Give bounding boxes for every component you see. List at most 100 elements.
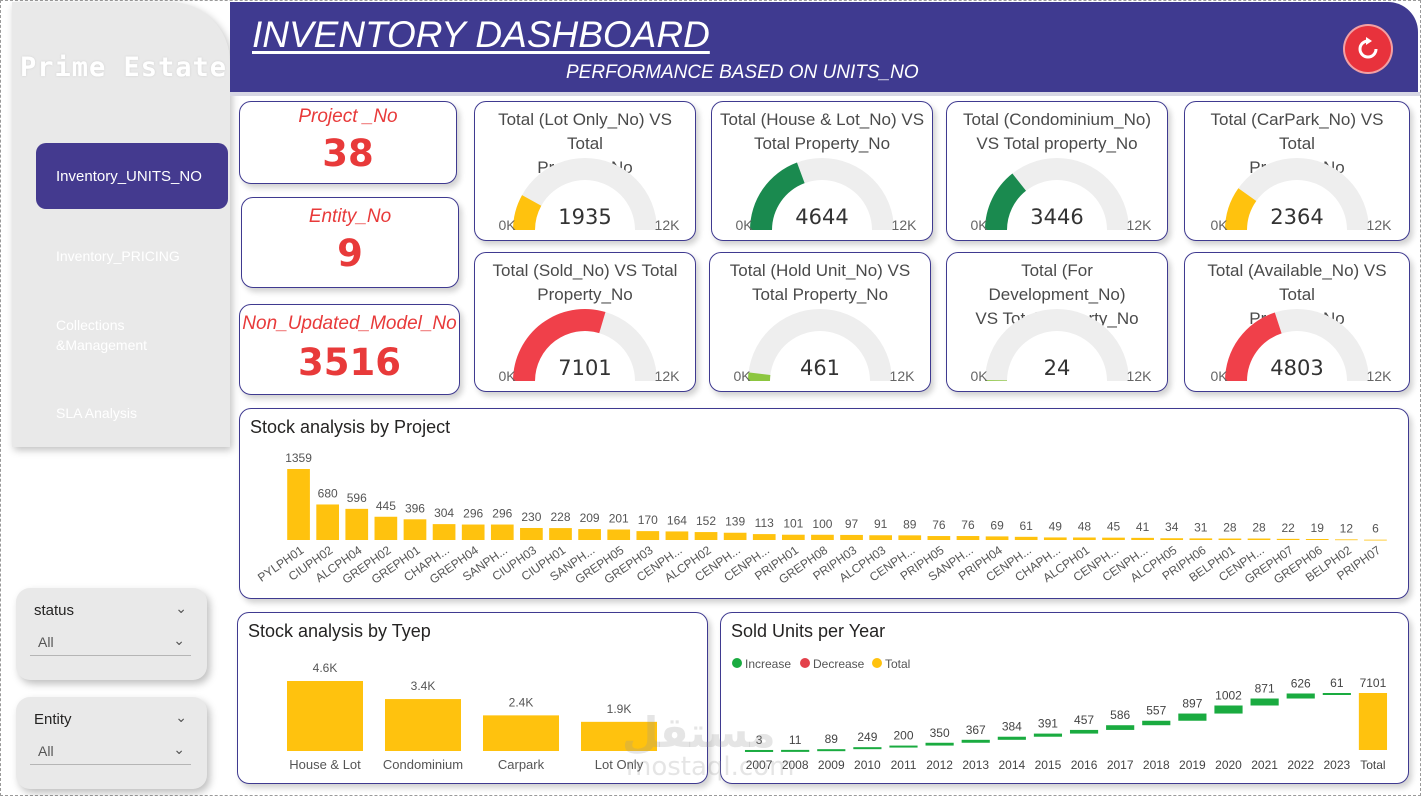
kpi-label: Non_Updated_Model_No	[242, 313, 457, 334]
tick-label: 2013	[962, 758, 989, 772]
tick-label: 2018	[1143, 758, 1170, 772]
page-subtitle: PERFORMANCE BASED ON UNITS_NO	[566, 62, 919, 83]
chart-title: Stock analysis by Project	[250, 417, 451, 437]
data-label: 296	[492, 507, 512, 521]
dropdown-value: All	[38, 743, 54, 759]
chevron-down-icon[interactable]: ⌄	[175, 709, 187, 725]
data-label: 164	[667, 513, 687, 527]
tick-label: 2016	[1071, 758, 1098, 772]
gauge-value: 461	[800, 356, 840, 380]
tick-label: 2023	[1323, 758, 1350, 772]
gauge-card-carpark: Total (CarPark_No) VS TotalProperty_No23…	[1184, 101, 1410, 241]
kpi-label: Entity_No	[308, 206, 392, 227]
nav-item-label: SLA Analysis	[56, 405, 137, 421]
chevron-down-icon: ⌄	[173, 741, 185, 757]
data-label: 7101	[1360, 676, 1387, 690]
tick-label: 2008	[782, 758, 809, 772]
tick-label: 2017	[1107, 758, 1134, 772]
bar	[287, 681, 363, 751]
nav-item-label: Inventory_UNITS_NO	[56, 167, 202, 185]
data-label: 367	[966, 723, 986, 737]
bar	[1250, 698, 1279, 706]
gauge-card-hold-unit: Total (Hold Unit_No) VS Total Property_No…	[709, 252, 931, 392]
refresh-button[interactable]	[1345, 26, 1391, 72]
data-label: 28	[1252, 521, 1266, 535]
gauge-card-house-lot: Total (House & Lot_No) VS Total Property_…	[711, 101, 933, 241]
gauge-value: 4644	[795, 205, 848, 229]
bar	[1102, 537, 1125, 540]
bar	[403, 519, 427, 540]
chart-title: Stock analysis by Tyep	[248, 621, 431, 641]
bar	[287, 469, 310, 540]
data-label: 557	[1146, 704, 1166, 718]
nav-item-sla-analysis[interactable]: SLA Analysis	[36, 403, 228, 423]
bar	[723, 532, 747, 540]
tick-label: 2009	[818, 758, 845, 772]
gauge-max-label: 12K	[1367, 217, 1393, 233]
nav-item-collections[interactable]: Collections &Management	[36, 315, 228, 355]
gauge-card-for-development: Total (For Development_No)VS Total Prope…	[946, 252, 1168, 392]
gauge-track	[513, 158, 657, 230]
page-title: INVENTORY DASHBOARD	[252, 14, 710, 55]
chevron-down-icon[interactable]: ⌄	[175, 600, 187, 616]
bar	[694, 532, 718, 540]
gauge-max-label: 12K	[892, 217, 918, 233]
slicer-label: status	[34, 602, 75, 619]
gauge-min-label: 0K	[733, 368, 751, 384]
nav-item-inventory-units[interactable]: Inventory_UNITS_NO	[36, 143, 228, 209]
gauge-value: 4803	[1270, 356, 1323, 380]
data-label: 228	[550, 510, 570, 524]
bar	[956, 536, 980, 540]
bar	[1334, 539, 1358, 541]
bar	[744, 749, 774, 752]
bar	[665, 531, 689, 540]
tick-label: 2021	[1251, 758, 1278, 772]
gauge-title: Total (Sold_No) VS Total Property_No	[492, 261, 678, 304]
tick-label: 2014	[998, 758, 1025, 772]
data-label: 76	[961, 518, 975, 532]
gauge-max-label: 12K	[1367, 368, 1393, 384]
header-divider	[230, 92, 1420, 96]
data-label: 6	[1372, 522, 1379, 536]
bar	[1069, 729, 1099, 734]
bar	[1189, 538, 1213, 540]
bar	[781, 534, 805, 540]
tick-label: 2015	[1035, 758, 1062, 772]
bar	[432, 524, 456, 540]
gauge-min-label: 0K	[735, 217, 753, 233]
tick-label: 2020	[1215, 758, 1242, 772]
bar	[817, 749, 846, 752]
data-label: 296	[463, 507, 483, 521]
gauge-chart: 24 0K 12K	[970, 309, 1152, 384]
nav-item-label: &Management	[56, 337, 148, 353]
sold-units-card: Sold Units per Year Increase Decrease Tota…	[720, 612, 1409, 784]
kpi-card-entity: Entity_No 9	[241, 197, 459, 288]
bar	[1364, 539, 1387, 541]
kpi-card-project: Project _No 38	[239, 101, 457, 184]
data-label: 200	[893, 729, 913, 743]
slicer-label: Entity	[34, 711, 72, 728]
watermark: mostaql.com	[626, 752, 795, 782]
gauge-chart: 4644 0K 12K	[735, 158, 918, 233]
entity-dropdown[interactable]: All ⌄	[30, 735, 191, 765]
data-label: 152	[696, 514, 716, 528]
data-label: 69	[990, 518, 1004, 532]
data-label: 391	[1038, 717, 1058, 731]
data-label: 586	[1110, 708, 1130, 722]
data-label: 596	[347, 491, 367, 505]
bar	[578, 529, 601, 540]
data-label: 249	[857, 730, 877, 744]
legend-label: Increase	[745, 657, 791, 671]
data-label: 209	[580, 511, 600, 525]
gauge-fill	[985, 380, 1008, 381]
data-label: 11	[789, 733, 802, 747]
status-dropdown[interactable]: All ⌄	[30, 626, 191, 656]
data-label: 384	[1002, 720, 1022, 734]
bar	[461, 524, 485, 540]
stock-by-type-card: Stock analysis by Tyep 4.6K House & Lot 3.…	[237, 612, 708, 784]
bar	[520, 527, 543, 540]
gauge-fill	[1225, 312, 1282, 381]
legend-marker	[800, 658, 810, 668]
gauge-value: 7101	[558, 356, 611, 380]
nav-item-inventory-pricing[interactable]: Inventory_PRICING	[36, 246, 228, 266]
